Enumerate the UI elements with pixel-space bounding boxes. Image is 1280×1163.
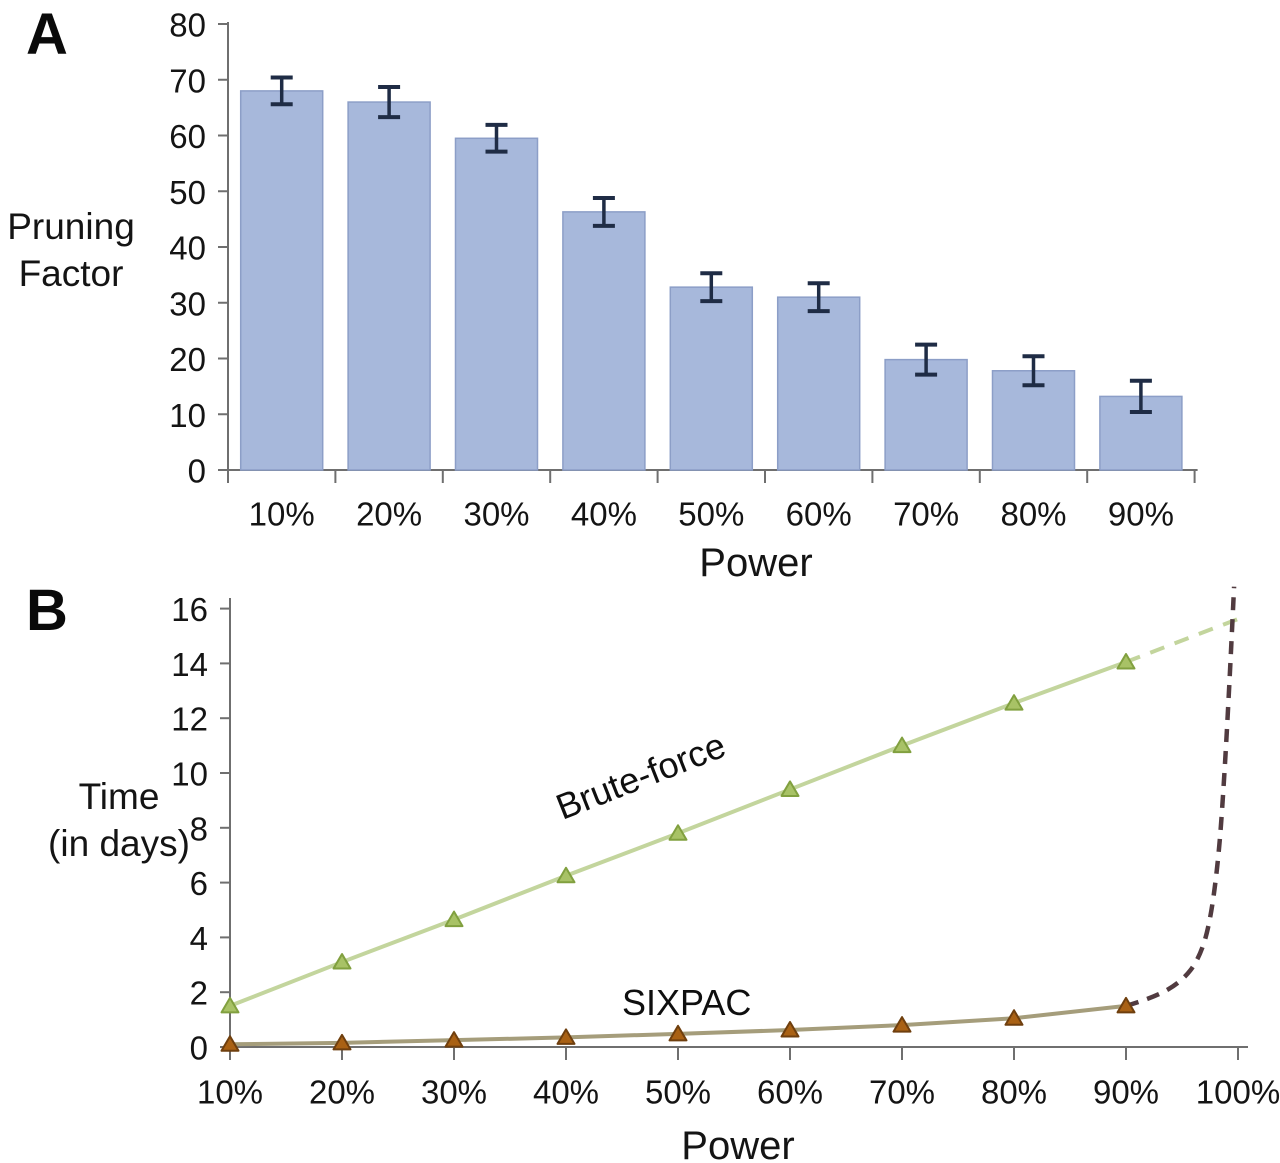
panel-a-y-tick-label: 80 (169, 7, 206, 44)
sixpac-marker (892, 1016, 912, 1033)
sixpac-marker (444, 1031, 464, 1048)
panel-b-y-axis-title-line1: Time (78, 776, 160, 817)
bruteforce-marker (1116, 653, 1136, 670)
panel-a-y-tick-label: 0 (188, 453, 206, 490)
sixpac-marker (1004, 1009, 1024, 1026)
panel-a-x-tick-label: 90% (1108, 496, 1174, 533)
panel-a-y-axis-title-line2: Factor (18, 253, 124, 294)
bruteforce-marker (668, 824, 688, 841)
sixpac-marker (556, 1028, 576, 1045)
bruteforce-dashed-extension (1125, 614, 1245, 664)
panel-a-y-tick-label: 30 (169, 285, 206, 322)
panel-b-y-tick-label: 4 (190, 920, 208, 957)
panel-b-x-tick-label: 60% (757, 1074, 823, 1111)
bar-40% (562, 211, 646, 471)
panel-a-y-axis-title-line1: Pruning (7, 206, 135, 247)
panel-a-y-tick-label: 20 (169, 341, 206, 378)
panel-a-letter: A (26, 2, 68, 67)
panel-b-x-tick-label: 10% (197, 1074, 263, 1111)
panel-a-y-tick-label: 60 (169, 118, 206, 155)
panel-b-y-tick-label: 8 (190, 810, 208, 847)
sixpac-series-label: SIXPAC (622, 982, 752, 1023)
panel-b-x-tick-label: 20% (309, 1074, 375, 1111)
panel-a-y-tick-label: 10 (169, 397, 206, 434)
panel-b-x-tick-label: 40% (533, 1074, 599, 1111)
panel-b-y-tick-label: 6 (190, 865, 208, 902)
panel-b-y-tick-label: 16 (171, 591, 208, 628)
panel-a-x-axis-title: Power (699, 541, 813, 585)
panel-b-y-tick-label: 12 (171, 701, 208, 738)
panel-b-y-tick-label: 2 (190, 975, 208, 1012)
bar-60% (776, 296, 861, 471)
panel-a-y-axis-title: Pruning Factor (0, 203, 142, 297)
panel-b-x-tick-label: 50% (645, 1074, 711, 1111)
panel-b-x-tick-label: 30% (421, 1074, 487, 1111)
panel-b-x-tick-label: 90% (1093, 1074, 1159, 1111)
panel-a-y-tick-label: 50 (169, 174, 206, 211)
bruteforce-marker (444, 910, 464, 928)
panel-b-x-axis-title: Power (681, 1124, 795, 1163)
panel-a-y-tick-label: 70 (169, 62, 206, 99)
panel-b-y-axis-title: Time (in days) (0, 773, 238, 867)
panel-b-x-tick-label: 70% (869, 1074, 935, 1111)
panel-b-letter: B (26, 578, 68, 643)
bar-50% (669, 286, 754, 471)
panel-a-y-tick-label: 40 (169, 230, 206, 267)
bruteforce-marker (556, 866, 576, 884)
panel-a-x-tick-label: 50% (678, 496, 744, 533)
bar-80% (991, 370, 1076, 471)
bruteforce-marker (892, 736, 912, 754)
panel-a-x-tick-label: 30% (463, 496, 529, 533)
panel-b-y-axis-title-line2: (in days) (48, 823, 190, 864)
sixpac-dashed-extension (1125, 586, 1237, 1009)
bruteforce-marker (1004, 694, 1024, 711)
panel-a-x-tick-label: 70% (893, 496, 959, 533)
panel-a-x-tick-label: 20% (356, 496, 422, 533)
bruteforce-marker (220, 996, 240, 1014)
sixpac-marker (780, 1021, 800, 1038)
panel-b-y-tick-label: 14 (171, 646, 208, 683)
bar-70% (884, 358, 968, 471)
panel-b-y-tick-label: 0 (190, 1030, 208, 1067)
panel-a-x-tick-label: 10% (249, 496, 315, 533)
sixpac-marker (220, 1035, 240, 1052)
panel-b-x-tick-label: 80% (981, 1074, 1047, 1111)
sixpac-marker (668, 1024, 688, 1042)
panel-b-y-tick-label: 10 (171, 756, 208, 793)
bar-20% (347, 101, 431, 471)
panel-a-x-tick-label: 40% (571, 496, 637, 533)
bar-30% (454, 137, 539, 471)
panel-a-x-tick-label: 80% (1000, 496, 1066, 533)
panel-b-x-tick-label: 100% (1196, 1074, 1280, 1111)
sixpac-marker (1116, 996, 1136, 1014)
bar-10% (239, 90, 324, 471)
sixpac-marker (332, 1033, 352, 1051)
bruteforce-marker (332, 953, 352, 970)
bruteforce-marker (780, 780, 800, 797)
panel-a-x-tick-label: 60% (786, 496, 852, 533)
